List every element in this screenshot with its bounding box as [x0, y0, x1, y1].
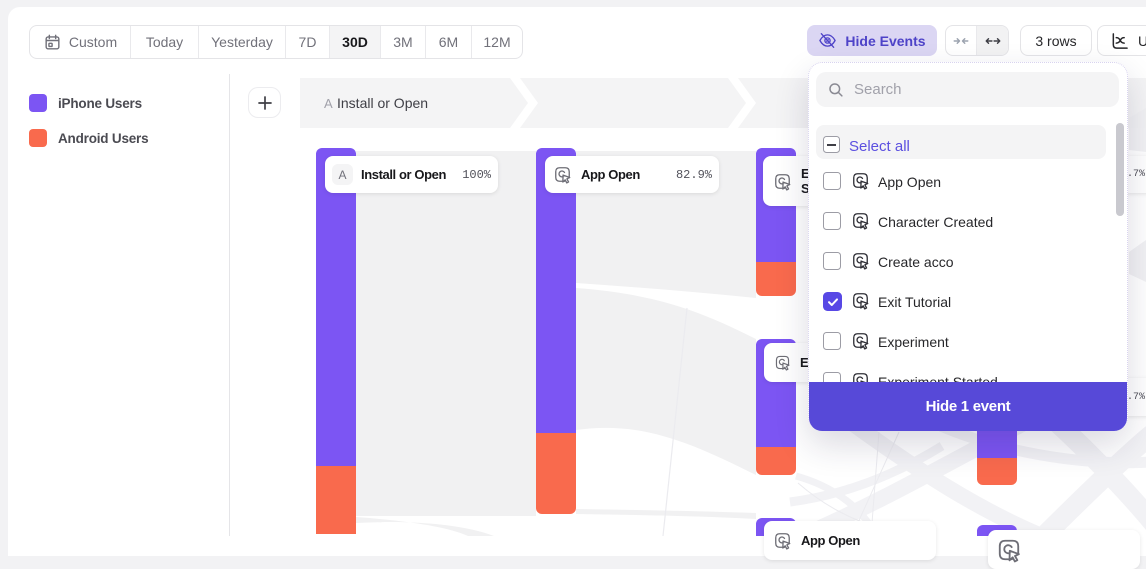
svg-text:Install or Open: Install or Open	[337, 95, 428, 111]
svg-text:A: A	[324, 96, 333, 111]
